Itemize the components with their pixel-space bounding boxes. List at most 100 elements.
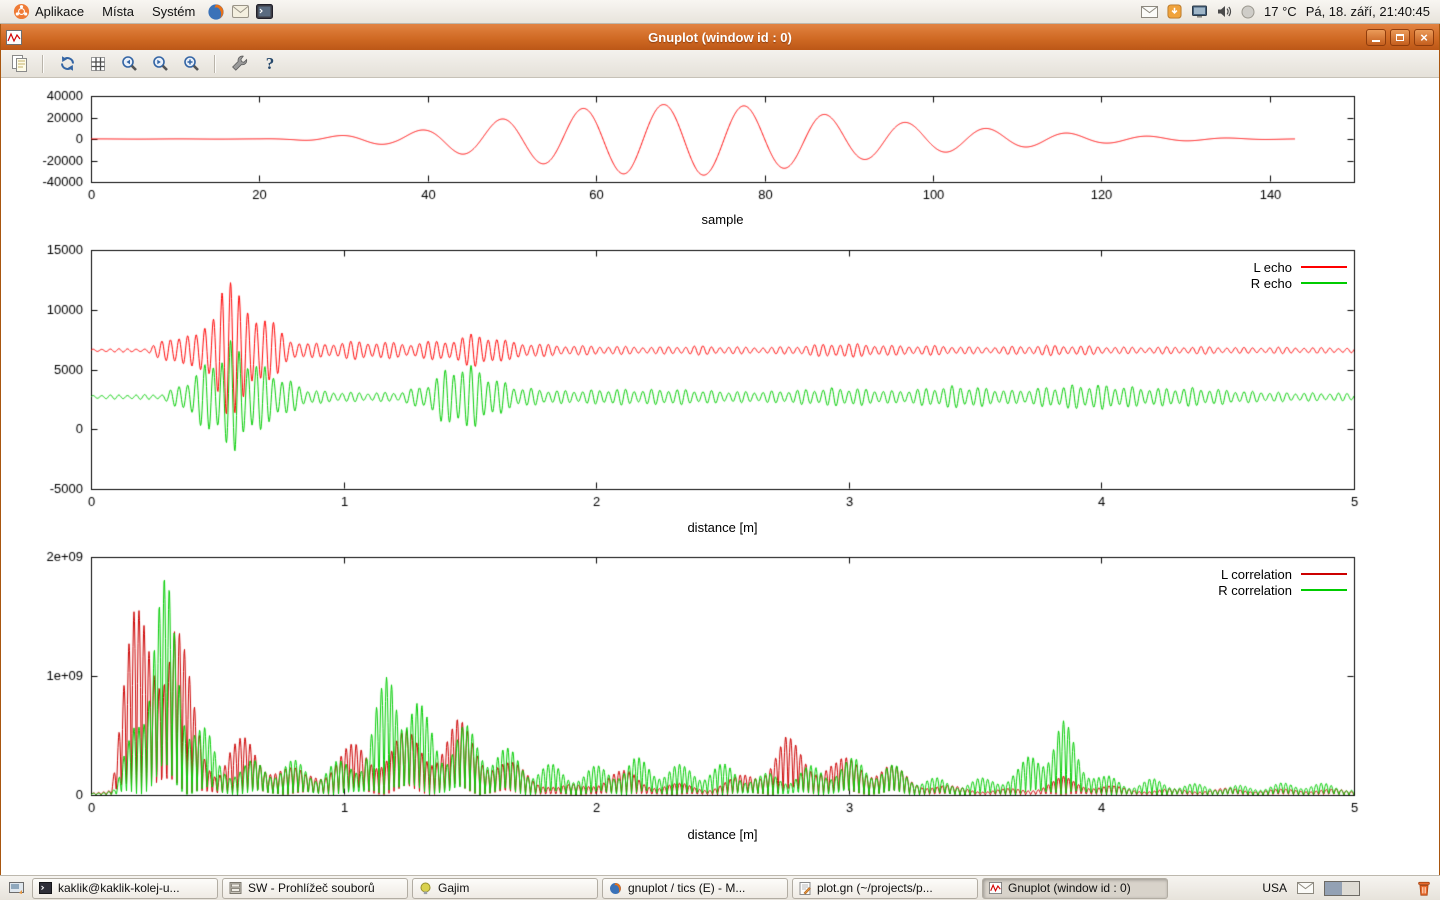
maximize-icon	[1396, 33, 1404, 41]
window-title: Gnuplot (window id : 0)	[648, 29, 792, 45]
help-button[interactable]: ?	[258, 52, 282, 76]
workspace-1[interactable]	[1325, 881, 1342, 895]
zoom-next-icon	[152, 56, 168, 71]
gnuplot-window: Gnuplot (window id : 0) ×	[0, 24, 1440, 875]
taskbar-item-label: Gajim	[438, 881, 470, 895]
toolbar-separator	[214, 54, 216, 73]
taskbar-item-label: SW - Prohlížeč souborů	[248, 881, 375, 895]
xaxis-label-distance-echo: distance [m]	[687, 520, 758, 535]
replot-button[interactable]	[55, 52, 79, 76]
zoom-previous-button[interactable]	[117, 52, 141, 76]
top-panel: Aplikace Místa Systém 17 °C Pá, 18. září…	[0, 0, 1440, 24]
clock[interactable]: Pá, 18. září, 21:40:45	[1305, 4, 1430, 19]
minimize-icon	[1372, 40, 1380, 42]
zoom-previous-icon	[121, 56, 137, 71]
window-controls: ×	[1366, 28, 1434, 46]
zoom-reset-icon	[183, 56, 199, 71]
gnuplot-window-icon	[989, 882, 1002, 894]
mail-notification-icon[interactable]	[1141, 5, 1159, 18]
mail-launcher[interactable]	[228, 0, 252, 24]
close-button[interactable]: ×	[1414, 28, 1434, 46]
trash-icon[interactable]	[1416, 880, 1432, 897]
update-notifier-icon[interactable]	[1167, 4, 1182, 19]
show-desktop-button[interactable]	[4, 878, 28, 899]
text-editor-icon	[799, 881, 811, 895]
zoom-next-button[interactable]	[148, 52, 172, 76]
applications-menu-label: Aplikace	[35, 4, 85, 19]
legend-line-r-echo	[1301, 282, 1347, 284]
titlebar[interactable]: Gnuplot (window id : 0) ×	[1, 24, 1439, 50]
xaxis-label-distance-correlation: distance [m]	[687, 827, 758, 842]
copy-to-clipboard-button[interactable]	[7, 52, 31, 76]
firefox-launcher[interactable]	[204, 0, 228, 24]
legend-label-l-correlation: L correlation	[1220, 566, 1292, 582]
temperature-reading[interactable]: 17 °C	[1264, 4, 1297, 19]
taskbar-item-label: Gnuplot (window id : 0)	[1008, 881, 1131, 895]
legend-item: R correlation	[1218, 582, 1347, 598]
plot-canvas[interactable]	[1, 78, 1439, 875]
workspace-2[interactable]	[1342, 881, 1359, 895]
places-menu[interactable]: Místa	[93, 0, 143, 24]
places-menu-label: Místa	[102, 4, 134, 19]
file-cabinet-icon	[229, 882, 242, 894]
legend-item: L echo	[1251, 259, 1347, 275]
display-icon[interactable]	[1191, 5, 1208, 19]
mail-icon[interactable]	[1297, 882, 1314, 894]
mail-icon	[231, 5, 249, 18]
taskbar-item-file-browser[interactable]: SW - Prohlížeč souborů	[222, 877, 408, 899]
minimize-button[interactable]	[1366, 28, 1386, 46]
taskbar-item-terminal[interactable]: kaklik@kaklik-kolej-u...	[32, 877, 218, 899]
terminal-launcher[interactable]	[252, 0, 276, 24]
zoom-reset-button[interactable]	[179, 52, 203, 76]
gajim-icon	[420, 882, 431, 894]
applications-menu[interactable]: Aplikace	[4, 0, 93, 24]
ubuntu-logo-icon	[13, 3, 30, 20]
taskbar-item-label: plot.gn (~/projects/p...	[817, 881, 933, 895]
panel-status-area: 17 °C Pá, 18. září, 21:40:45	[1141, 4, 1436, 19]
terminal-icon	[255, 4, 273, 19]
legend-label-l-echo: L echo	[1253, 259, 1292, 275]
legend-label-r-echo: R echo	[1250, 275, 1292, 291]
system-menu[interactable]: Systém	[143, 0, 204, 24]
legend-item: R echo	[1251, 275, 1347, 291]
legend-line-l-echo	[1301, 266, 1347, 268]
gnuplot-toolbar: ?	[1, 50, 1439, 78]
replot-icon	[60, 56, 74, 71]
legend-correlation: L correlation R correlation	[1218, 566, 1347, 598]
legend-line-r-correlation	[1301, 589, 1347, 591]
legend-line-l-correlation	[1301, 573, 1347, 575]
firefox-icon	[208, 3, 224, 20]
system-menu-label: Systém	[151, 4, 196, 19]
keyboard-layout-indicator[interactable]: USA	[1262, 881, 1287, 895]
wrench-icon	[231, 55, 247, 71]
terminal-window-icon	[39, 882, 52, 894]
taskbar-item-gajim[interactable]: Gajim	[412, 877, 598, 899]
show-desktop-icon	[8, 881, 24, 894]
workspace-switcher[interactable]	[1324, 880, 1360, 896]
weather-icon[interactable]	[1241, 5, 1255, 19]
legend-item: L correlation	[1218, 566, 1347, 582]
taskbar-item-gnuplot[interactable]: Gnuplot (window id : 0)	[982, 877, 1168, 899]
gnuplot-window-icon	[6, 29, 22, 45]
copy-icon	[11, 55, 27, 72]
maximize-button[interactable]	[1390, 28, 1410, 46]
grid-icon	[91, 56, 105, 71]
help-icon: ?	[265, 53, 275, 73]
toolbar-separator	[42, 54, 44, 73]
plot-area: sample distance [m] distance [m] L echo …	[1, 78, 1439, 875]
firefox-icon	[610, 882, 621, 894]
legend-echo: L echo R echo	[1251, 259, 1347, 291]
taskbar-item-editor[interactable]: plot.gn (~/projects/p...	[792, 877, 978, 899]
taskbar-item-firefox[interactable]: gnuplot / tics (E) - M...	[602, 877, 788, 899]
xaxis-label-sample: sample	[701, 212, 744, 227]
taskbar-item-label: kaklik@kaklik-kolej-u...	[58, 881, 180, 895]
toggle-grid-button[interactable]	[86, 52, 110, 76]
legend-label-r-correlation: R correlation	[1218, 582, 1292, 598]
taskbar: kaklik@kaklik-kolej-u... SW - Prohlížeč …	[0, 875, 1440, 900]
taskbar-right-area: USA	[1262, 880, 1436, 897]
close-icon: ×	[1420, 29, 1428, 45]
settings-button[interactable]	[227, 52, 251, 76]
taskbar-item-label: gnuplot / tics (E) - M...	[628, 881, 746, 895]
volume-icon[interactable]	[1217, 5, 1232, 18]
